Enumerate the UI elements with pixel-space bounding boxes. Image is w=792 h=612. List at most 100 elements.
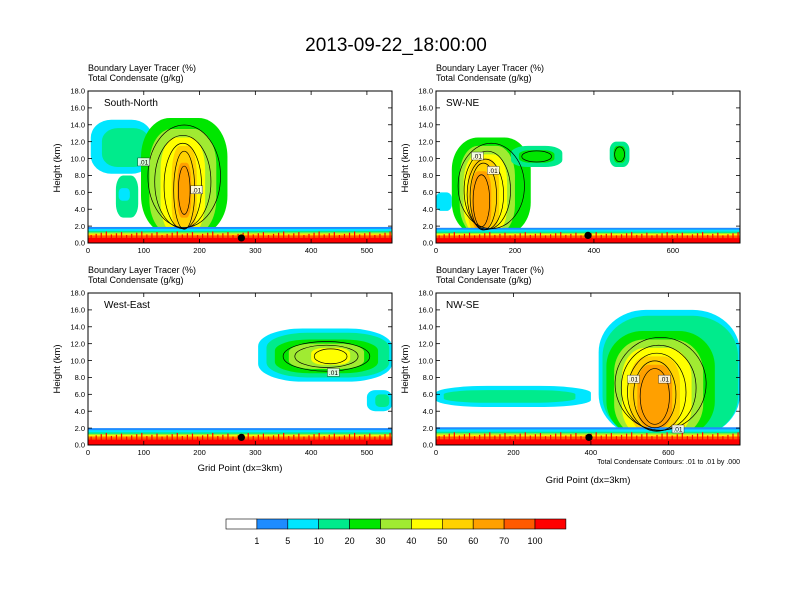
condensate-contour bbox=[633, 360, 677, 429]
tracer-spike bbox=[95, 233, 97, 243]
tracer-spike bbox=[626, 433, 628, 445]
tracer-spike bbox=[615, 235, 618, 243]
colorbar-label: 60 bbox=[468, 536, 478, 546]
tracer-spike bbox=[131, 435, 133, 445]
tracer-spike bbox=[641, 434, 643, 445]
y-tick-label: 10.0 bbox=[418, 154, 433, 163]
y-tick-label: 18.0 bbox=[418, 289, 433, 298]
tracer-spike bbox=[727, 434, 729, 445]
tracer-spike bbox=[171, 232, 173, 243]
tracer-spike bbox=[565, 435, 567, 445]
tracer-spike bbox=[115, 233, 118, 243]
colorbar-swatch bbox=[380, 518, 412, 530]
tracer-spike bbox=[272, 435, 275, 445]
colorbar-swatch bbox=[503, 518, 536, 530]
tracer-spike bbox=[186, 434, 188, 445]
colorbar-label: 50 bbox=[437, 536, 447, 546]
tracer-spike bbox=[126, 234, 128, 243]
tracer-spike bbox=[575, 232, 577, 243]
panel-title-line-1: Boundary Layer Tracer (%) bbox=[88, 63, 196, 73]
contour-label: .01 bbox=[192, 187, 201, 194]
tracer-spike bbox=[146, 435, 148, 445]
tracer-spike bbox=[585, 434, 587, 445]
x-tick-label: 200 bbox=[193, 246, 206, 255]
tracer-spike bbox=[186, 233, 188, 243]
location-marker bbox=[237, 433, 245, 441]
tracer-spike bbox=[499, 233, 501, 243]
tracer-spike bbox=[262, 433, 264, 445]
tracer-spike bbox=[202, 435, 204, 445]
panel-south-north: Boundary Layer Tracer (%) Total Condensa… bbox=[52, 63, 393, 255]
tracer-spike bbox=[303, 234, 305, 243]
x-tick-label: 600 bbox=[662, 448, 675, 457]
x-tick-label: 100 bbox=[138, 448, 151, 457]
tracer-region bbox=[311, 347, 351, 365]
plot-frame bbox=[435, 292, 741, 446]
tracer-spike bbox=[156, 433, 158, 445]
tracer-spike bbox=[524, 432, 526, 445]
tracer-spike bbox=[565, 234, 567, 243]
tracer-spike bbox=[651, 436, 653, 445]
tracer-spike bbox=[110, 435, 112, 445]
panel-west-east: Boundary Layer Tracer (%) Total Condensa… bbox=[52, 265, 393, 474]
tracer-spike bbox=[494, 234, 496, 243]
x-tick-label: 200 bbox=[507, 448, 520, 457]
tracer-spike bbox=[161, 436, 163, 445]
tracer-spike bbox=[364, 434, 366, 445]
y-tick-label: 18.0 bbox=[418, 87, 433, 96]
boundary-layer-band bbox=[436, 439, 740, 445]
tracer-spike bbox=[374, 234, 376, 243]
colorbar-swatch bbox=[534, 518, 567, 530]
panel-sw-ne: Boundary Layer Tracer (%) Total Condensa… bbox=[400, 63, 741, 255]
tracer-spike bbox=[278, 434, 280, 445]
contour-label: .01 bbox=[139, 159, 148, 166]
tracer-spike bbox=[489, 432, 491, 445]
tracer-spike bbox=[671, 435, 673, 445]
tracer-spike bbox=[181, 435, 183, 445]
tracer-spike bbox=[605, 233, 607, 243]
y-tick-label: 8.0 bbox=[75, 373, 85, 382]
tracer-spike bbox=[227, 232, 229, 243]
location-marker bbox=[585, 433, 593, 441]
tracer-spike bbox=[631, 432, 633, 445]
plot-area: .01 .01 0.0 2.0 4.0 6.0 8.0 10.0 12.0 14.0 16.0 18.… bbox=[418, 87, 741, 255]
plot-area: .01 0.0 2.0 4.0 6.0 8.0 10.0 12.0 14.0 16.0 18.0 0 1… bbox=[70, 289, 393, 457]
tracer-spike bbox=[560, 232, 562, 243]
x-axis-label: Grid Point (dx=3km) bbox=[546, 475, 631, 486]
tracer-spike bbox=[374, 436, 376, 445]
y-tick-label: 14.0 bbox=[418, 120, 433, 129]
condensate-contour bbox=[614, 336, 707, 431]
tracer-spike bbox=[438, 235, 440, 243]
tracer-spike bbox=[636, 435, 638, 445]
tracer-spike bbox=[504, 232, 506, 243]
plot-frame bbox=[435, 90, 741, 244]
tracer-spike bbox=[343, 233, 346, 243]
tracer-spike bbox=[468, 432, 471, 445]
tracer-spike bbox=[570, 434, 572, 445]
tracer-spike bbox=[354, 432, 356, 445]
tracer-spike bbox=[120, 433, 123, 445]
tracer-spike bbox=[463, 434, 466, 445]
tracer-spike bbox=[707, 435, 709, 445]
x-tick-label: 200 bbox=[509, 246, 522, 255]
condensate-contour bbox=[154, 134, 212, 229]
y-tick-label: 0.0 bbox=[75, 441, 85, 450]
tracer-spike bbox=[468, 232, 471, 243]
colorbar-label: 100 bbox=[527, 536, 542, 546]
tracer-spike bbox=[590, 233, 592, 243]
y-tick-label: 0.0 bbox=[75, 239, 85, 248]
y-tick-label: 2.0 bbox=[75, 424, 85, 433]
y-tick-label: 14.0 bbox=[70, 120, 85, 129]
tracer-region bbox=[443, 390, 576, 403]
tracer-spike bbox=[610, 232, 612, 243]
tracer-spike bbox=[661, 433, 663, 445]
tracer-spike bbox=[707, 234, 709, 243]
y-tick-label: 10.0 bbox=[70, 356, 85, 365]
tracer-spike bbox=[90, 234, 92, 243]
tracer-spike bbox=[732, 433, 734, 445]
tracer-spike bbox=[479, 234, 481, 243]
x-tick-label: 100 bbox=[138, 246, 151, 255]
tracer-spike bbox=[641, 233, 643, 243]
condensate-contour bbox=[313, 348, 348, 365]
y-tick-label: 8.0 bbox=[423, 373, 433, 382]
